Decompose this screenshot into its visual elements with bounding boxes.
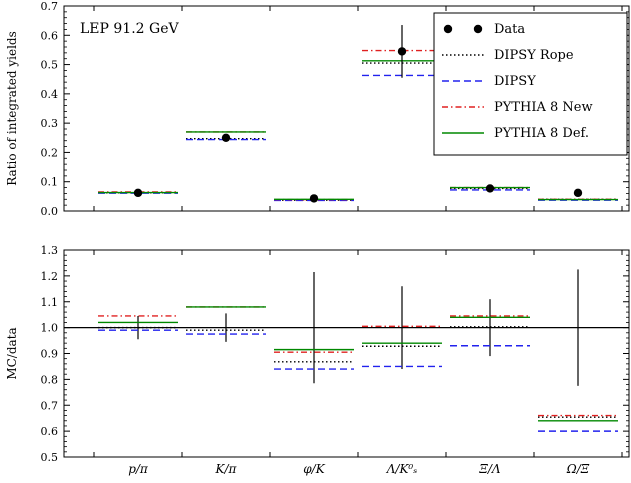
plot-frame	[63, 249, 630, 458]
data-point	[573, 188, 583, 198]
legend-label: PYTHIA 8 New	[494, 100, 593, 115]
x-category-label: K/π	[215, 462, 238, 476]
y-tick-label: 1.3	[41, 244, 59, 257]
y-tick-label: 0.4	[41, 88, 59, 101]
x-category-label: Ξ/Λ	[478, 462, 500, 476]
legend-label: DIPSY Rope	[494, 48, 574, 63]
data-point	[133, 188, 143, 198]
legend-label: Data	[494, 22, 525, 37]
y-tick-label: 0.5	[41, 451, 59, 464]
y-tick-label: 0.5	[41, 59, 59, 72]
legend-label: PYTHIA 8 Def.	[494, 126, 589, 141]
x-category-label: Λ/K⁰ₛ	[386, 462, 418, 476]
y-axis-label: MC/data	[5, 327, 19, 379]
y-axis-label: Ratio of integrated yields	[5, 31, 19, 186]
y-tick-label: 1.2	[41, 270, 59, 283]
legend-label: DIPSY	[494, 74, 536, 89]
data-point	[221, 133, 231, 142]
y-tick-label: 1.1	[41, 296, 59, 309]
y-tick-label: 0.2	[41, 146, 59, 159]
chart-title: LEP 91.2 GeV	[80, 21, 179, 37]
x-category-label: Ω/Ξ	[566, 462, 590, 476]
y-tick-label: 0.9	[41, 348, 59, 361]
top-panel: 0.0 0.1 0.2 0.3 0.4 0.5 0.6 0.7 Ratio of integra…	[5, 0, 630, 218]
data-point	[485, 184, 495, 193]
y-tick-label: 0.1	[41, 176, 59, 189]
legend-box	[433, 12, 628, 156]
data-point	[397, 47, 407, 56]
legend-marker-data	[443, 24, 453, 34]
y-tick-label: 1.0	[41, 322, 59, 335]
y-tick-label: 0.8	[41, 373, 59, 386]
y-tick-label: 0.0	[41, 205, 59, 218]
y-tick-label: 0.3	[41, 117, 59, 130]
bottom-panel: 0.5 0.6 0.7 0.8 0.9 1.0 1.1 1.2 1.3 MC/data p/π K/π…	[5, 244, 630, 476]
data-point	[309, 194, 319, 203]
y-tick-label: 0.6	[41, 425, 59, 438]
x-category-label: p/π	[128, 462, 149, 476]
y-tick-label: 0.6	[41, 29, 59, 42]
plot-frame	[63, 5, 630, 212]
y-tick-label: 0.7	[41, 399, 59, 412]
legend-marker-data	[473, 24, 483, 34]
x-category-label: φ/K	[303, 462, 325, 476]
y-tick-label: 0.7	[41, 0, 59, 13]
